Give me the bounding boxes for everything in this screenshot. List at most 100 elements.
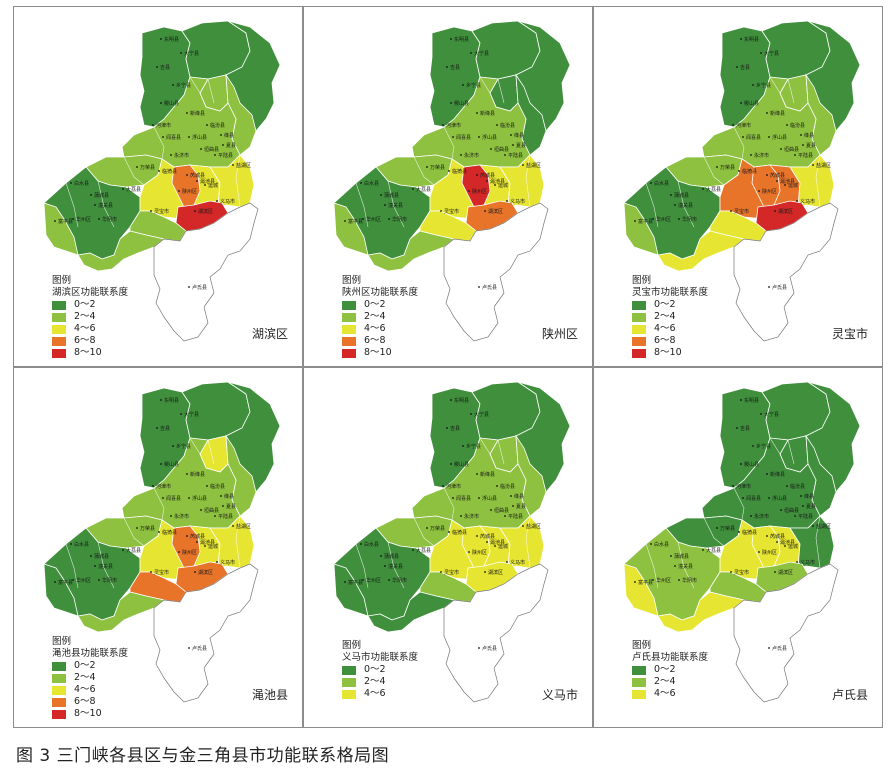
place-label: 潼关县 (678, 202, 693, 209)
place-label: 河津市 (446, 122, 461, 129)
place-label: 临猗县 (742, 529, 757, 536)
legend-class-label: 6～8 (364, 335, 386, 346)
place-label: 灵宝市 (154, 569, 169, 576)
place-dot (412, 188, 414, 190)
county-boundary (677, 541, 695, 589)
place-dot (344, 581, 346, 583)
legend-item: 0～2 (52, 660, 128, 672)
place-label: 大荔县 (126, 186, 141, 193)
place-label: 灵宝市 (444, 569, 459, 576)
county-boundary (509, 463, 519, 473)
place-dot (476, 535, 478, 537)
place-dot (188, 647, 190, 649)
place-dot (452, 497, 454, 499)
place-dot (70, 182, 72, 184)
county-boundary (207, 78, 215, 104)
place-dot (98, 218, 100, 220)
place-dot (344, 220, 346, 222)
place-dot (162, 136, 164, 138)
place-dot (740, 463, 742, 465)
county-boundary (355, 182, 369, 228)
place-label: 湖滨区 (198, 208, 213, 215)
place-label: 万荣县 (720, 164, 735, 171)
legend-item: 2～4 (342, 311, 418, 323)
legend-item: 6～8 (52, 335, 128, 347)
legend-item: 2～4 (342, 676, 418, 688)
place-dot (158, 531, 160, 533)
place-dot (504, 154, 506, 156)
place-dot (670, 194, 672, 196)
place-dot (448, 531, 450, 533)
place-dot (160, 38, 162, 40)
place-dot (158, 170, 160, 172)
legend-class-label: 6～8 (74, 696, 96, 707)
place-dot (468, 190, 470, 192)
county-boundary (479, 76, 491, 94)
place-dot (802, 505, 804, 507)
map-legend: 图例 陕州区功能联系度 0～2 2～4 4～6 6～8 8～10 (342, 275, 418, 359)
legend-heading: 图例 (342, 640, 362, 651)
place-label: 闻喜县 (166, 495, 181, 502)
place-dot (72, 218, 74, 220)
map-legend: 图例 卢氏县功能联系度 0～2 2～4 4～6 (632, 640, 708, 700)
place-label: 垣曲县 (494, 507, 509, 514)
place-label: 稷山县 (744, 461, 759, 468)
county-boundary (497, 78, 505, 104)
map-legend: 图例 义马市功能联系度 0～2 2～4 4～6 (342, 640, 418, 700)
place-dot (742, 497, 744, 499)
place-label: 垣曲县 (784, 507, 799, 514)
legend-swatch (52, 661, 66, 671)
place-dot (510, 134, 512, 136)
place-dot (186, 112, 188, 114)
place-dot (716, 527, 718, 529)
place-label: 大荔县 (416, 186, 431, 193)
place-dot (362, 579, 364, 581)
place-label: 河津市 (156, 122, 171, 129)
place-dot (70, 543, 72, 545)
place-label: 富平县 (348, 218, 363, 225)
place-label: 白水县 (654, 541, 669, 548)
place-label: 平陆县 (508, 152, 523, 159)
region-outside-study-area (733, 563, 839, 703)
place-label: 东明县 (164, 397, 179, 404)
place-label: 灵宝市 (734, 569, 749, 576)
place-label: 临猗县 (452, 529, 467, 536)
legend-swatch (52, 324, 66, 334)
place-label: 平陆县 (218, 152, 233, 159)
county-boundary (235, 154, 241, 208)
place-dot (758, 551, 760, 553)
place-label: 闻喜县 (166, 134, 181, 141)
place-dot (478, 136, 480, 138)
place-label: 蒲城县 (384, 192, 399, 199)
place-label: 临汾县 (500, 483, 515, 490)
place-dot (750, 515, 752, 517)
legend-item: 4～6 (632, 323, 708, 335)
place-label: 华阴市 (392, 216, 407, 223)
legend-item: 0～2 (632, 299, 708, 311)
place-label: 富平县 (638, 218, 653, 225)
place-dot (512, 144, 514, 146)
place-label: 绛县 (514, 493, 524, 500)
legend-swatch (52, 709, 66, 719)
legend-swatch (52, 685, 66, 695)
place-label: 吉县 (740, 64, 750, 71)
panel-title: 陕州区 (541, 327, 578, 341)
place-label: 浮山县 (482, 495, 497, 502)
place-dot (380, 194, 382, 196)
place-dot (232, 164, 234, 166)
place-label: 潼关县 (98, 202, 113, 209)
place-label: 新绛县 (770, 110, 785, 117)
legend-swatch (632, 677, 646, 687)
place-dot (200, 148, 202, 150)
place-dot (496, 124, 498, 126)
place-label: 河津市 (156, 483, 171, 490)
county-boundary (173, 657, 205, 669)
county-boundary (703, 156, 725, 186)
place-dot (796, 200, 798, 202)
place-label: 临猗县 (742, 168, 757, 175)
legend-class-label: 4～6 (364, 323, 386, 334)
legend-swatch (632, 665, 646, 675)
place-dot (98, 579, 100, 581)
